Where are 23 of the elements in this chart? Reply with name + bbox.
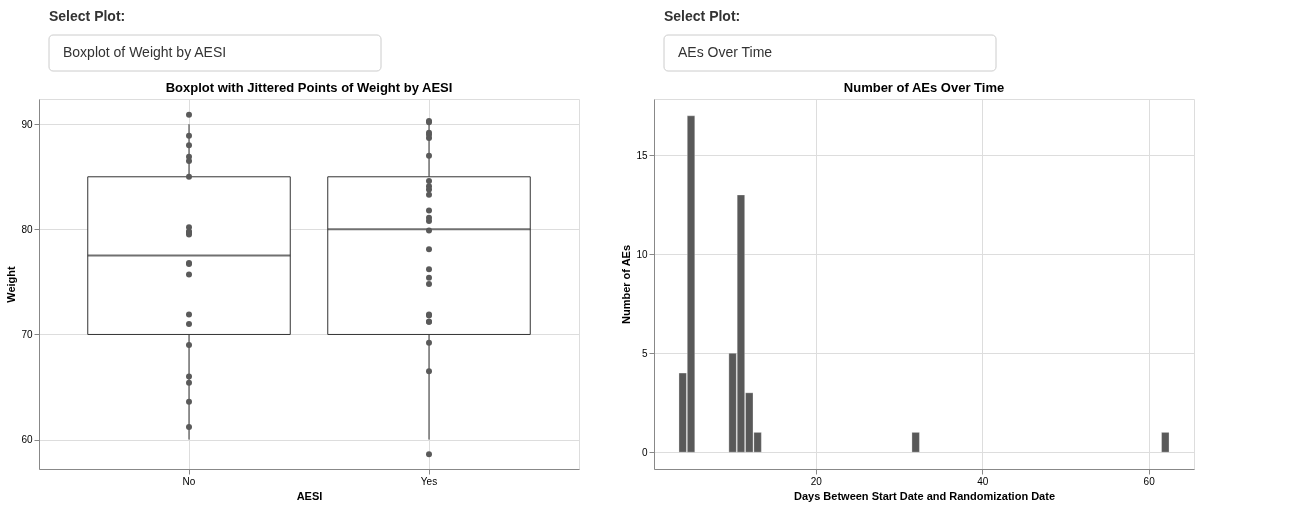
y-tick-label: 60 [21, 434, 33, 446]
y-axis-title: Weight [5, 265, 18, 303]
text: Boxplot of Weight by AESI [63, 44, 227, 60]
x-axis-title: Days Between Start Date and Randomization Date [793, 489, 1056, 502]
y-tick-label: 80 [21, 223, 33, 235]
y-tick-label: 5 [641, 347, 648, 359]
text: AEs Over Time [678, 44, 773, 60]
x-tick-label: Yes [420, 475, 438, 487]
x-axis-title: AESI [296, 489, 323, 502]
y-axis-title: Number of AEs [620, 244, 633, 325]
x-tick-label: 20 [810, 475, 823, 487]
chart-title: Number of AEs Over Time [843, 80, 1005, 95]
x-tick-label: 40 [977, 475, 989, 487]
y-tick-label: 15 [636, 149, 648, 161]
y-tick-label: 0 [641, 446, 648, 458]
x-tick-label: 60 [1143, 475, 1156, 487]
x-tick-label: No [182, 475, 196, 487]
chart-title: Boxplot with Jittered Points of Weight by AESI [165, 80, 453, 95]
text: Select Plot: [49, 8, 126, 24]
y-tick-label: 90 [21, 118, 33, 130]
y-tick-label: 70 [21, 328, 33, 340]
text: Select Plot: [664, 8, 741, 24]
y-tick-label: 10 [636, 248, 648, 260]
